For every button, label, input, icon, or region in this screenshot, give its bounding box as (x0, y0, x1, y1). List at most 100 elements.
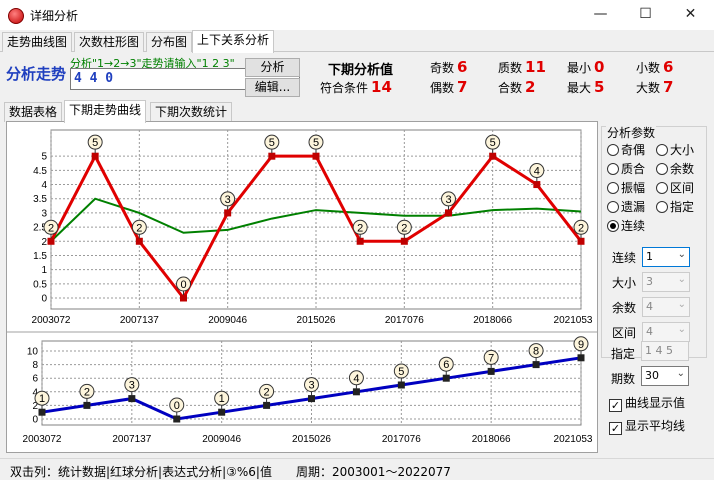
x-tick-label: 2015026 (292, 434, 331, 445)
stat-min-label: 最小 (567, 61, 592, 75)
tab-distribution[interactable]: 分布图 (146, 32, 193, 52)
show-average-checkbox[interactable]: ✓ 显示平均线 (609, 417, 685, 435)
data-label: 2 (264, 386, 270, 398)
radio-circle-icon (607, 201, 619, 213)
y-tick-label: 1 (41, 265, 47, 276)
stat-composite: 合数 2 (498, 78, 535, 96)
data-label: 2 (357, 222, 363, 234)
radio-label: 遗漏 (621, 200, 646, 214)
value-pin (259, 383, 275, 399)
data-point (489, 152, 497, 160)
y-tick-label: 0.5 (33, 279, 47, 290)
size-select[interactable]: 3 ⌄ (642, 272, 690, 292)
radio-circle-icon (656, 144, 668, 156)
y-tick-label: 4.5 (33, 166, 47, 177)
data-point (128, 395, 136, 403)
stat-composite-label: 合数 (498, 81, 523, 95)
x-tick-label: 2017076 (385, 315, 424, 326)
radio-label: 连续 (621, 219, 646, 233)
specified-input[interactable]: 1 4 5 (641, 341, 689, 361)
radio-remainder[interactable]: 余数 (656, 160, 694, 177)
radio-interval[interactable]: 区间 (656, 179, 694, 196)
period-select[interactable]: 30 ⌄ (641, 366, 689, 386)
x-tick-label: 2003072 (23, 434, 62, 445)
tab-relation-analysis[interactable]: 上下关系分析 (192, 30, 275, 53)
stat-even-label: 偶数 (430, 81, 455, 95)
value-pin (87, 134, 103, 150)
maximize-button[interactable]: ☐ (639, 6, 652, 22)
trend-input[interactable]: 4 4 0 (70, 68, 300, 90)
data-label: 3 (308, 380, 314, 392)
y-tick-label: 0 (41, 294, 47, 305)
data-point (268, 152, 276, 160)
edit-button[interactable]: 编辑... (245, 78, 300, 97)
tab-count-bar-chart[interactable]: 次数柱形图 (74, 32, 145, 52)
value-pin (214, 390, 230, 406)
value-pin (573, 219, 589, 235)
stat-match-value: 14 (371, 78, 392, 96)
show-values-checkbox[interactable]: ✓ 曲线显示值 (609, 394, 685, 412)
value-pin (573, 336, 589, 352)
y-tick-label: 6 (32, 374, 38, 385)
data-point (577, 354, 585, 362)
radio-odd-even[interactable]: 奇偶 (607, 141, 645, 158)
chart-panel: 0 0.5 1 1.5 2 2.5 3 3.5 4 4.5 5 2003072 2007137 20090… (6, 121, 598, 453)
radio-specified[interactable]: 指定 (656, 198, 694, 215)
radio-circle-icon (656, 163, 668, 175)
status-double-click: 双击列：统计数据|红球分析|表达式分析|③%6|值 (10, 465, 272, 479)
data-point (533, 181, 541, 189)
params-group: 分析参数 奇偶 大小 质合 余数 振幅 区间 遗漏 指定 连续 连续 1 ⌄ 大小… (601, 124, 707, 358)
consecutive-select[interactable]: 1 ⌄ (642, 247, 690, 267)
data-point (83, 401, 91, 409)
size-value: 3 (646, 275, 653, 288)
tab-next-trend-curve[interactable]: 下期走势曲线 (64, 100, 147, 123)
radio-consecutive[interactable]: 连续 (607, 217, 645, 234)
value-pin (308, 134, 324, 150)
radio-circle-icon (607, 182, 619, 194)
radio-circle-icon (656, 182, 668, 194)
analyze-button[interactable]: 分析 (245, 58, 300, 77)
radio-label: 振幅 (621, 181, 646, 195)
stat-even-value: 7 (457, 78, 468, 96)
data-label: 5 (490, 137, 496, 149)
remainder-value: 4 (646, 300, 653, 313)
y-tick-label: 3 (41, 208, 47, 219)
y-tick-label: 4 (32, 387, 38, 398)
analysis-hint: 分析"1→2→3"走势请输入"1 2 3" (70, 57, 235, 70)
close-button[interactable]: ✕ (684, 6, 697, 22)
show-values-label: 曲线显示值 (625, 396, 686, 410)
remainder-select[interactable]: 4 ⌄ (642, 297, 690, 317)
x-tick-label: 2007137 (112, 434, 151, 445)
data-point (400, 237, 408, 245)
value-pin (441, 191, 456, 207)
radio-big-small[interactable]: 大小 (656, 141, 694, 158)
y-tick-label: 3.5 (33, 194, 47, 205)
value-pin (352, 219, 368, 235)
x-tick-label: 2018066 (473, 315, 512, 326)
title-bar: 详细分析 — ☐ ✕ (0, 0, 714, 30)
interval-select[interactable]: 4 ⌄ (642, 322, 690, 342)
consecutive-label: 连续 (612, 251, 637, 265)
y-tick-label: 4 (41, 180, 47, 191)
data-label: 1 (39, 393, 45, 405)
radio-prime-composite[interactable]: 质合 (607, 160, 645, 177)
app-icon (8, 8, 24, 24)
data-label: 9 (578, 339, 584, 351)
data-label: 7 (488, 352, 494, 364)
tab-trend-chart[interactable]: 走势曲线图 (2, 32, 73, 52)
data-point (532, 361, 540, 369)
value-pin (485, 134, 501, 150)
data-point (135, 237, 143, 245)
minimize-button[interactable]: — (593, 6, 608, 22)
data-point (356, 237, 364, 245)
radio-missing[interactable]: 遗漏 (607, 198, 645, 215)
chevron-down-icon: ⌄ (676, 368, 685, 379)
checkmark-icon: ✓ (609, 422, 622, 435)
radio-amplitude[interactable]: 振幅 (607, 179, 645, 196)
data-label: 5 (398, 366, 404, 378)
data-point (442, 374, 450, 382)
tab-data-table[interactable]: 数据表格 (4, 102, 63, 122)
tab-next-count-stats[interactable]: 下期次数统计 (150, 102, 233, 122)
value-pin (264, 134, 280, 150)
window-title: 详细分析 (30, 9, 79, 23)
